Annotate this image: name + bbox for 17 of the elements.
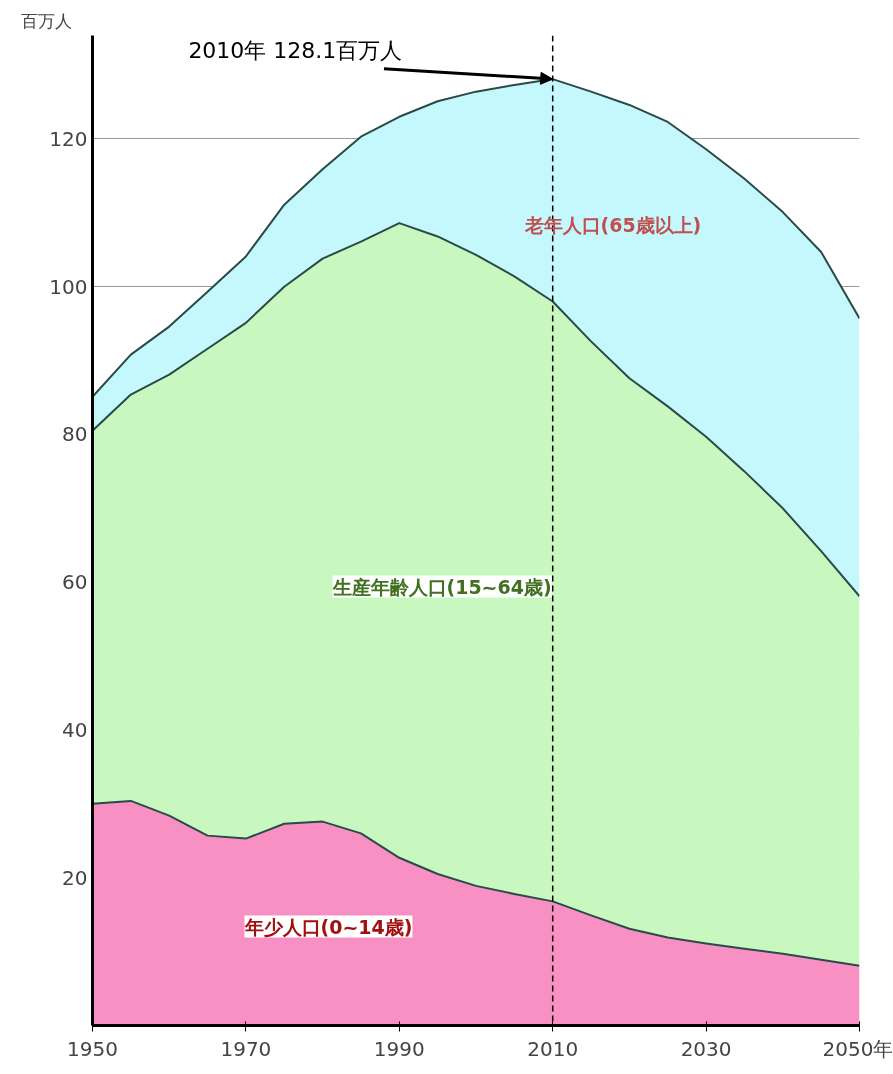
x-tick-label: 2010	[527, 1036, 579, 1061]
series-label: 生産年齢人口(15~64歳)	[331, 575, 552, 598]
y-tick-label: 20	[62, 865, 88, 890]
y-axis-title: 百万人	[20, 10, 72, 31]
series-label: 年少人口(0~14歳)	[243, 915, 413, 938]
y-tick-label: 100	[49, 274, 88, 299]
x-tick-label: 2050年	[822, 1036, 893, 1061]
y-tick-label: 60	[62, 570, 88, 595]
x-tick-label: 1950	[67, 1036, 118, 1061]
x-tick-label: 1970	[220, 1036, 272, 1061]
series-label: 老年人口(65歳以上)	[523, 213, 702, 236]
x-tick-label: 2030	[680, 1036, 732, 1061]
y-tick-label: 120	[49, 126, 88, 151]
x-tick-label: 1990	[373, 1036, 425, 1061]
annotation: 2010年 128.1百万人	[188, 37, 403, 63]
y-tick-label: 80	[62, 422, 88, 447]
y-tick-label: 40	[62, 717, 88, 742]
